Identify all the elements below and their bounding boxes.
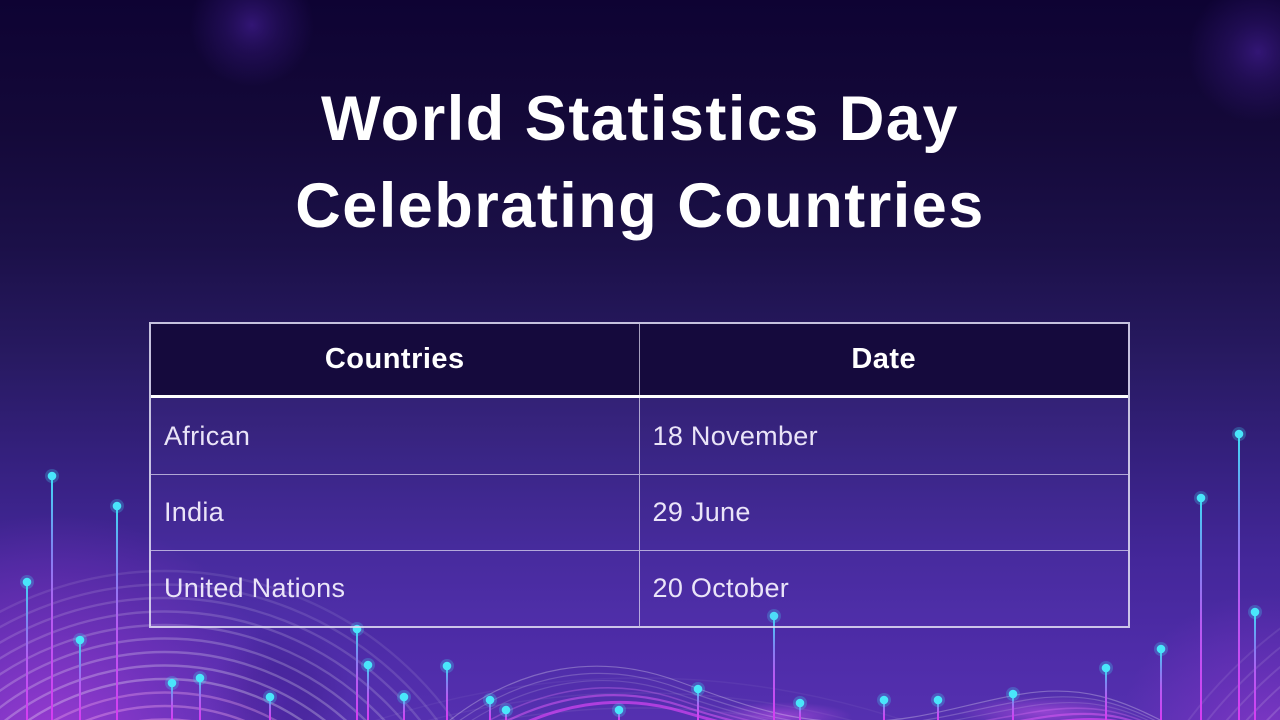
- wide-bottom-arcs: [375, 677, 905, 720]
- wave-lines: [449, 665, 1162, 720]
- cell-date: 29 June: [652, 497, 751, 527]
- pin-marker: [877, 693, 891, 720]
- pin-marker: [350, 622, 364, 720]
- pin-marker: [20, 575, 34, 720]
- table-row: India 29 June: [151, 474, 1128, 550]
- header-cell-date: Date: [851, 343, 917, 375]
- pin-marker: [165, 676, 179, 720]
- cell-date: 20 October: [652, 573, 790, 603]
- pin-marker: [1154, 642, 1168, 720]
- pin-marker: [361, 658, 375, 720]
- table-row: United Nations 20 October: [151, 550, 1128, 626]
- pin-marker: [483, 693, 497, 720]
- title-line-1: World Statistics Day: [320, 84, 959, 154]
- cell-country: African: [151, 398, 640, 474]
- data-pins: [20, 427, 1262, 720]
- pin-marker: [397, 690, 411, 720]
- pin-marker: [1006, 687, 1020, 720]
- header-cell-countries: Countries: [151, 324, 640, 395]
- pin-marker: [110, 499, 124, 720]
- countries-date-table: Countries Date African 18 November India…: [149, 322, 1130, 628]
- pin-marker: [931, 693, 945, 720]
- pin-marker: [263, 690, 277, 720]
- pin-marker: [767, 609, 781, 720]
- pin-marker: [1248, 605, 1262, 720]
- pin-marker: [612, 703, 626, 720]
- pin-marker: [73, 633, 87, 720]
- pin-marker: [1232, 427, 1246, 720]
- pin-marker: [1099, 661, 1113, 720]
- table-header-row: Countries Date: [151, 324, 1128, 398]
- pin-marker: [1194, 491, 1208, 720]
- cell-date: 18 November: [652, 420, 818, 451]
- pin-marker: [440, 659, 454, 720]
- pin-marker: [45, 469, 59, 720]
- pin-marker: [691, 682, 705, 720]
- table-row: African 18 November: [151, 398, 1128, 474]
- slide-title: World Statistics Day Celebrating Countri…: [0, 76, 1280, 250]
- cell-country: India: [151, 475, 640, 550]
- pin-marker: [193, 671, 207, 720]
- pin-marker: [499, 703, 513, 720]
- title-line-2: Celebrating Countries: [295, 171, 985, 241]
- cell-country: United Nations: [151, 551, 640, 626]
- concentric-arcs-left: [0, 569, 456, 720]
- pin-marker: [793, 696, 807, 720]
